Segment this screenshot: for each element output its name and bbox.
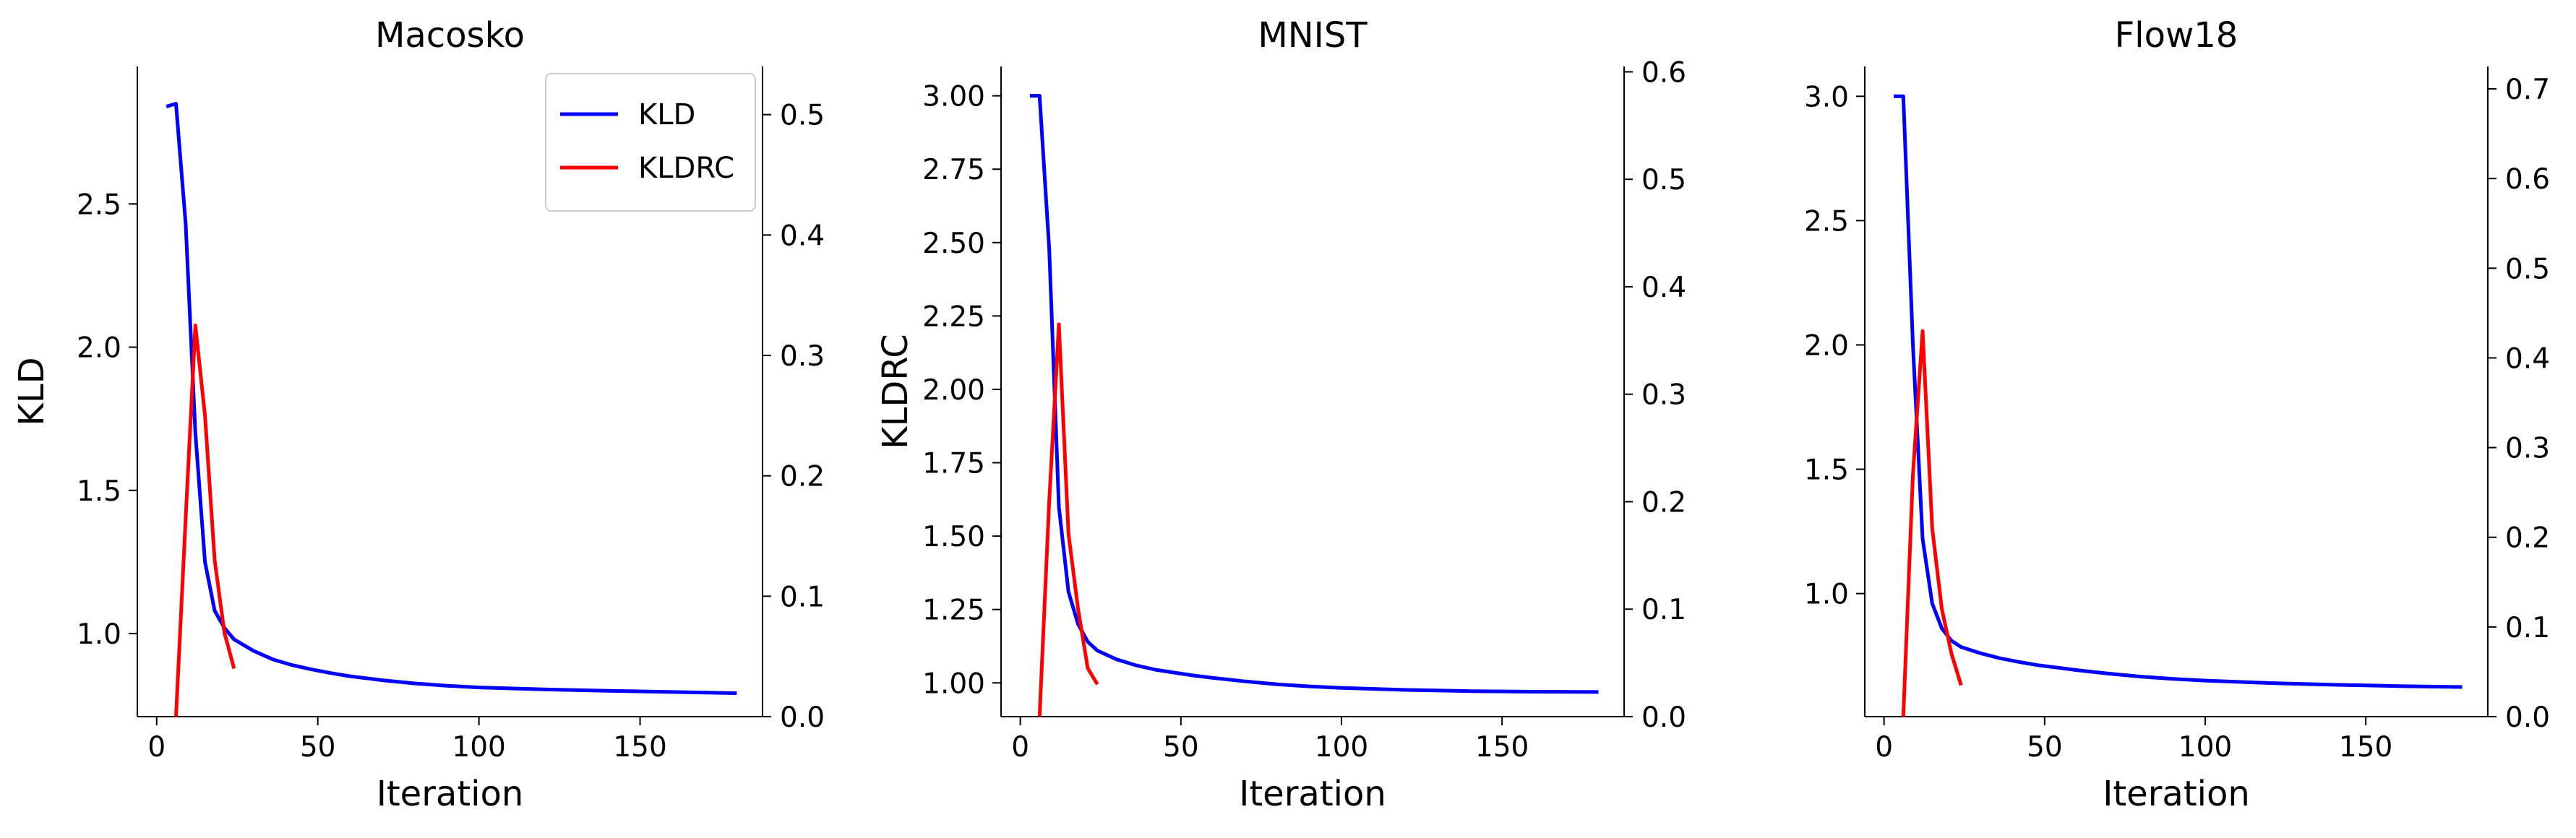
- x-tick-label: 0: [1875, 731, 1893, 764]
- y-tick-label: 1.0: [1804, 579, 1849, 611]
- x-tick-label: 150: [2339, 731, 2392, 764]
- y2-tick-label: 0.3: [2505, 433, 2550, 465]
- y2-tick-label: 0.2: [780, 461, 825, 493]
- x-tick-label: 0: [147, 731, 166, 764]
- legend-label: KLDRC: [638, 152, 734, 185]
- chart-title: Flow18: [2115, 15, 2238, 56]
- kldrc-series-line: [1037, 322, 1099, 717]
- y2-tick-label: 0.2: [2505, 522, 2550, 555]
- y-tick-label: 2.5: [1804, 205, 1849, 238]
- y2-tick-label: 0.5: [2505, 253, 2550, 285]
- kldrc-series-line: [1901, 329, 1963, 717]
- x-tick-label: 50: [300, 731, 336, 764]
- y-tick-label: 3.00: [922, 81, 985, 113]
- x-tick-label: 100: [1315, 731, 1368, 764]
- kldrc-series-line: [174, 323, 236, 717]
- y2-tick-label: 0.0: [780, 701, 825, 734]
- y2-tick-label: 0.3: [1641, 379, 1686, 412]
- x-tick-label: 150: [613, 731, 666, 764]
- x-tick-label: 150: [1475, 731, 1529, 764]
- kld-series-line: [1030, 94, 1599, 694]
- y-tick-label: 2.0: [77, 332, 121, 365]
- y2-tick-label: 0.4: [2505, 342, 2550, 375]
- y2-tick-label: 0.5: [1641, 164, 1686, 196]
- y-tick-label: 1.5: [77, 475, 121, 508]
- legend-label: KLD: [638, 98, 695, 131]
- x-axis-label: Iteration: [2103, 774, 2250, 814]
- x-axis-label: Iteration: [377, 774, 524, 814]
- chart-title: Macosko: [375, 15, 525, 56]
- y-tick-label: 1.0: [77, 618, 121, 651]
- x-tick-label: 100: [2178, 731, 2232, 764]
- y2-tick-label: 0.6: [1641, 56, 1686, 89]
- y-tick-label: 2.0: [1804, 329, 1849, 362]
- legend: KLD KLDRC: [545, 73, 756, 212]
- mnist-panel: 0 50 100 150 1.00 1.25 1.50 1.75 2.00 2.25 2.50 2.7…: [875, 15, 1686, 814]
- y-axis-label: KLDRC: [875, 334, 916, 449]
- y2-tick-label: 0.5: [780, 100, 825, 132]
- x-tick-label: 50: [2027, 731, 2063, 764]
- chart-title: MNIST: [1258, 15, 1368, 56]
- x-tick-label: 100: [452, 731, 505, 764]
- y-tick-label: 2.5: [77, 189, 121, 221]
- y-tick-label: 1.5: [1804, 454, 1849, 487]
- y-tick-label: 1.75: [922, 448, 985, 480]
- y2-tick-label: 0.2: [1641, 486, 1686, 519]
- y-tick-label: 3.0: [1804, 81, 1849, 113]
- y2-tick-label: 0.4: [780, 220, 825, 252]
- x-tick-label: 0: [1011, 731, 1029, 764]
- flow18-panel: 0 50 100 150 1.0 1.5 2.0 2.5 3.0 0.0 0.1 0.2 0.3 0.4 0…: [1804, 15, 2550, 814]
- macosko-panel: 0 50 100 150 1.0 1.5 2.0 2.5 0.0 0.1 0.2 0.3 0.4 0.5 M…: [12, 15, 825, 814]
- y2-tick-label: 0.0: [1641, 701, 1686, 734]
- y2-tick-label: 0.6: [2505, 163, 2550, 196]
- y-tick-label: 2.25: [922, 301, 985, 333]
- y-tick-label: 1.00: [922, 668, 985, 700]
- y2-tick-label: 0.0: [2505, 701, 2550, 734]
- y-tick-label: 1.25: [922, 595, 985, 627]
- y-tick-label: 2.75: [922, 154, 985, 186]
- y2-tick-label: 0.4: [1641, 272, 1686, 304]
- y-tick-label: 2.50: [922, 228, 985, 260]
- kld-series-line: [1894, 94, 2463, 689]
- y-axis-label: KLD: [12, 357, 52, 426]
- y2-tick-label: 0.1: [780, 581, 825, 613]
- x-tick-label: 50: [1163, 731, 1199, 764]
- legend-box: [545, 73, 756, 212]
- y2-tick-label: 0.1: [1641, 594, 1686, 626]
- y-tick-label: 2.00: [922, 374, 985, 407]
- y2-tick-label: 0.3: [780, 340, 825, 373]
- y-tick-label: 1.50: [922, 521, 985, 553]
- y2-tick-label: 0.1: [2505, 612, 2550, 644]
- x-axis-label: Iteration: [1239, 774, 1386, 814]
- kld-series-line: [166, 102, 737, 695]
- y2-tick-label: 0.7: [2505, 74, 2550, 106]
